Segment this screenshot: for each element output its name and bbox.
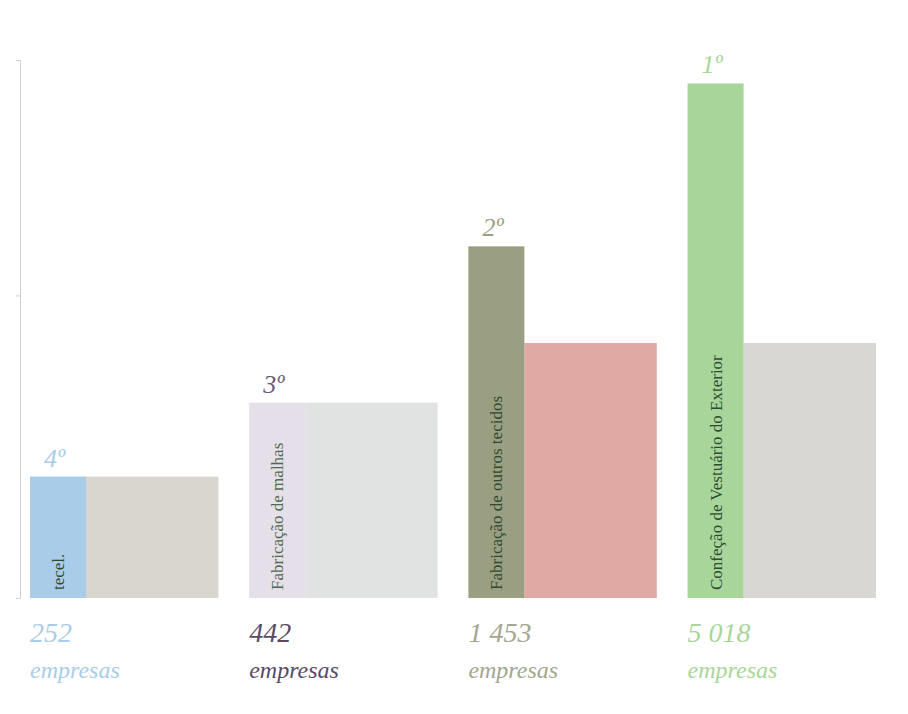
photo bbox=[524, 343, 656, 598]
category-label: Confeção de Vestuário do Exterior bbox=[707, 355, 726, 590]
photo bbox=[305, 403, 437, 598]
category-label: Fabricação de outros tecidos bbox=[487, 396, 506, 590]
y-tick bbox=[16, 598, 20, 599]
rank-label: 1º bbox=[702, 50, 724, 79]
y-axis bbox=[16, 61, 21, 599]
y-axis-line bbox=[16, 61, 21, 599]
labels: tecel. Fabricação de malhas Fabricação de … bbox=[30, 50, 777, 683]
y-tick bbox=[16, 295, 20, 296]
rank-label: 2º bbox=[482, 213, 504, 242]
value-label: 442 bbox=[249, 617, 291, 648]
unit-label: empresas bbox=[688, 657, 778, 683]
value-label: 5 018 bbox=[688, 617, 751, 648]
unit-label: empresas bbox=[249, 657, 339, 683]
chart: tecel. Fabricação de malhas Fabricação de … bbox=[0, 0, 908, 714]
bar bbox=[249, 403, 305, 598]
unit-label: empresas bbox=[468, 657, 558, 683]
y-tick-mark bbox=[16, 598, 20, 599]
photo bbox=[86, 477, 218, 598]
bar bbox=[30, 477, 86, 598]
category-label: tecel. bbox=[49, 554, 68, 590]
category-label: Fabricação de malhas bbox=[268, 443, 287, 590]
bar bbox=[468, 246, 524, 598]
bars bbox=[30, 83, 744, 598]
rank-label: 4º bbox=[44, 444, 66, 473]
rank-label: 3º bbox=[262, 370, 285, 399]
photo bbox=[744, 343, 876, 598]
value-label: 1 453 bbox=[468, 617, 531, 648]
unit-label: empresas bbox=[30, 657, 120, 683]
bar bbox=[688, 83, 744, 598]
y-tick-mark bbox=[16, 295, 20, 296]
value-label: 252 bbox=[30, 617, 72, 648]
